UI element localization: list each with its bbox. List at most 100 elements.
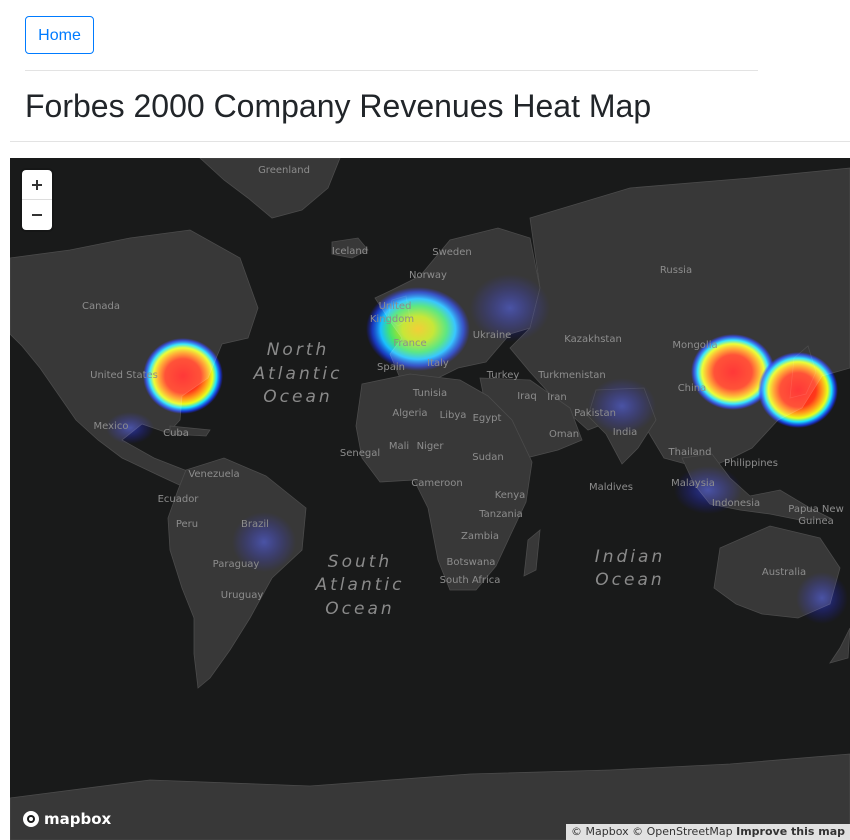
land-africa xyxy=(355,373,533,591)
land-cuba xyxy=(169,425,211,437)
map-label: South Africa xyxy=(440,575,501,586)
ocean-labels: North Atlantic Ocean South Atlantic Ocea… xyxy=(253,340,666,619)
map-label: Pakistan xyxy=(574,408,616,419)
page-title: Forbes 2000 Company Revenues Heat Map xyxy=(25,88,652,124)
map-label: Algeria xyxy=(392,408,427,419)
map-label: Australia xyxy=(762,567,806,578)
map-label: Kenya xyxy=(495,490,526,501)
map-label: Philippines xyxy=(724,458,778,469)
map-label: Senegal xyxy=(340,448,380,459)
zoom-in-button[interactable] xyxy=(22,170,52,200)
hotspot-us xyxy=(143,338,223,414)
map-label: Turkmenistan xyxy=(537,370,605,381)
map-label: Mali xyxy=(389,441,409,452)
map-label: Ukraine xyxy=(473,330,512,341)
hotspot-mexico xyxy=(106,412,154,444)
home-button[interactable]: Home xyxy=(25,16,94,54)
ocean-label-line: Indian xyxy=(595,547,666,567)
mapbox-logo[interactable]: mapbox xyxy=(22,808,111,830)
hotspot-russia xyxy=(470,274,550,342)
map-label: Spain xyxy=(377,362,405,373)
plus-icon xyxy=(32,180,42,190)
hotspot-europe xyxy=(366,287,470,371)
map-label: Kingdom xyxy=(370,314,414,325)
map-label: China xyxy=(678,383,707,394)
hotspot-brazil xyxy=(232,512,296,572)
land-antarctica xyxy=(10,753,850,840)
map-label: Iceland xyxy=(332,246,368,257)
mapbox-logo-text: mapbox xyxy=(44,810,112,828)
map-label: Mexico xyxy=(94,421,129,432)
heat-map[interactable]: Greenland Iceland Sweden Norway Russia C… xyxy=(10,158,850,840)
land-new-zealand xyxy=(829,627,850,664)
land-south-america xyxy=(167,457,307,689)
map-label: Iran xyxy=(547,392,567,403)
ocean-label-line: Ocean xyxy=(595,570,664,590)
osm-attribution-link[interactable]: © OpenStreetMap xyxy=(632,825,733,838)
land-greenland xyxy=(199,158,341,219)
map-label: Ecuador xyxy=(158,494,200,505)
hotspot-japan xyxy=(758,352,838,428)
map-canvas[interactable]: Greenland Iceland Sweden Norway Russia C… xyxy=(10,158,850,840)
country-labels: Greenland Iceland Sweden Norway Russia C… xyxy=(82,165,844,601)
ocean-label-line: Ocean xyxy=(325,599,394,619)
header-divider xyxy=(25,70,758,71)
map-label: Paraguay xyxy=(213,559,260,570)
zoom-control xyxy=(22,170,52,230)
land-iceland xyxy=(331,237,369,259)
map-label: Oman xyxy=(549,429,579,440)
hotspot-indonesia xyxy=(674,466,742,514)
map-label: Malaysia xyxy=(671,478,715,489)
zoom-out-button[interactable] xyxy=(22,200,52,230)
map-label: Brazil xyxy=(241,519,269,530)
minus-icon xyxy=(32,214,42,216)
map-label: Kazakhstan xyxy=(564,334,622,345)
map-label: Papua New xyxy=(788,504,844,515)
map-attribution: © Mapbox © OpenStreetMap Improve this ma… xyxy=(566,824,850,840)
hotspot-china xyxy=(691,334,775,410)
land-madagascar xyxy=(523,529,541,577)
heat-layer xyxy=(106,274,848,624)
hotspot-australia xyxy=(796,572,848,624)
map-label: Indonesia xyxy=(712,498,760,509)
land-north-america xyxy=(10,229,259,497)
map-label: Canada xyxy=(82,301,120,312)
hotspot-india xyxy=(588,378,656,434)
map-label: France xyxy=(393,338,426,349)
map-label: Sudan xyxy=(472,452,504,463)
map-label: Tunisia xyxy=(412,388,447,399)
map-label: Italy xyxy=(427,358,449,369)
map-label: India xyxy=(613,427,638,438)
map-label: Tanzania xyxy=(478,509,523,520)
map-label: United States xyxy=(90,370,158,381)
map-label: Maldives xyxy=(589,482,633,493)
ocean-label-line: Atlantic xyxy=(315,575,405,595)
mapbox-attribution-link[interactable]: © Mapbox xyxy=(571,825,629,838)
ocean-label-line: South xyxy=(328,552,392,572)
map-label: Cameroon xyxy=(411,478,462,489)
map-label: Mongolia xyxy=(672,340,717,351)
map-label: Greenland xyxy=(258,165,310,176)
map-label: United xyxy=(379,301,412,312)
ocean-label-line: North xyxy=(267,340,330,360)
map-label: Egypt xyxy=(473,413,502,424)
map-label: Norway xyxy=(409,270,447,281)
map-label: Botswana xyxy=(447,557,496,568)
map-label: Thailand xyxy=(668,447,712,458)
map-label: Zambia xyxy=(461,531,499,542)
map-label: Uruguay xyxy=(221,590,264,601)
mapbox-logo-icon xyxy=(23,811,39,827)
map-label: Niger xyxy=(417,441,445,452)
ocean-label-line: Ocean xyxy=(263,387,332,407)
map-label: Turkey xyxy=(486,370,520,381)
title-divider xyxy=(10,141,850,142)
map-label: Iraq xyxy=(517,391,537,402)
map-label: Venezuela xyxy=(188,469,239,480)
map-label: Peru xyxy=(176,519,198,530)
map-label: Sweden xyxy=(432,247,472,258)
map-label: Libya xyxy=(440,410,467,421)
map-label: Russia xyxy=(660,265,692,276)
ocean-label-line: Atlantic xyxy=(253,364,343,384)
improve-map-link[interactable]: Improve this map xyxy=(736,825,845,838)
map-label: Guinea xyxy=(798,516,833,527)
